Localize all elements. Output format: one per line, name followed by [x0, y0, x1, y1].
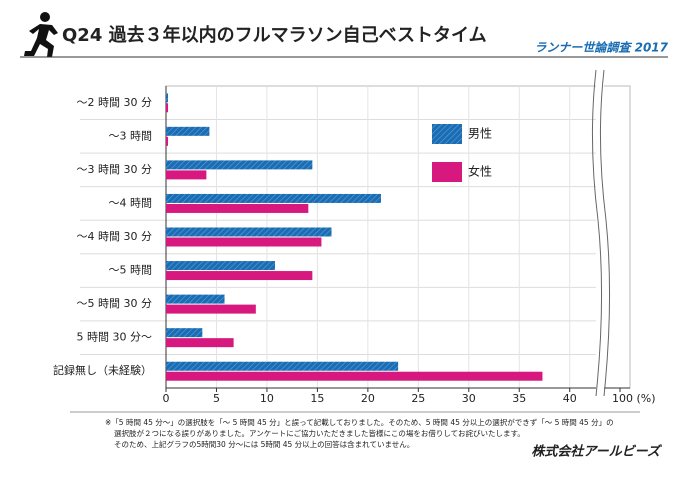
chart-title: Q24 過去３年以内のフルマラソン自己ベストタイム	[62, 24, 487, 46]
legend-swatch	[432, 162, 462, 182]
bar	[166, 203, 309, 213]
bar	[166, 371, 543, 381]
bar	[166, 261, 276, 271]
note: そのため、上記グラフの5時間30 分～には 5時間 45 分以上の回答は含まれて…	[114, 439, 414, 449]
bar	[166, 170, 207, 180]
break-line	[599, 69, 611, 397]
x-tick-label: 40	[563, 392, 577, 405]
y-tick-label: 記録無し（未経験）	[53, 363, 152, 377]
y-tick-label: ～2 時間 30 分	[77, 96, 153, 109]
legend-swatch	[432, 124, 462, 144]
legend-label: 男性	[468, 127, 492, 141]
x-tick-label: 5	[213, 392, 220, 405]
x-tick-label: 25	[411, 392, 425, 405]
note: 選択肢が２つになる誤りがありました。アンケートにご協力いただきました皆様にこの場…	[114, 428, 525, 438]
chart-subtitle: ランナー世論調査 2017	[534, 41, 668, 55]
bar	[166, 227, 332, 237]
x-tick-label: 35	[512, 392, 526, 405]
bar	[166, 136, 169, 146]
bar	[166, 103, 169, 113]
bar	[166, 126, 210, 136]
bar	[166, 193, 381, 203]
x-tick-label: 15	[310, 392, 324, 405]
bar	[166, 237, 322, 247]
bar	[166, 328, 203, 338]
runner-icon	[24, 12, 58, 57]
x-tick-label: 100 (%)	[612, 392, 656, 405]
plot-frame	[165, 85, 631, 389]
y-tick-label: ～4 時間 30 分	[77, 230, 153, 243]
break-gap	[596, 70, 604, 396]
y-tick-label: ～3 時間	[109, 129, 153, 142]
bar	[166, 294, 225, 304]
y-tick-label: ～5 時間	[109, 264, 153, 277]
bar	[166, 304, 256, 314]
bar	[166, 338, 234, 348]
x-tick-label: 30	[462, 392, 476, 405]
bar	[166, 271, 313, 281]
note: ※「5 時間 45 分～」の選択肢を「～ 5 時間 45 分」と誤って記載してお…	[105, 417, 614, 427]
x-tick-label: 10	[260, 392, 274, 405]
x-tick-label: 0	[163, 392, 170, 405]
y-tick-label: ～4 時間	[109, 196, 153, 209]
y-tick-label: ～5 時間 30 分	[77, 297, 153, 310]
legend-label: 女性	[468, 164, 492, 179]
bar	[166, 93, 169, 103]
bar	[166, 160, 313, 170]
bar	[166, 361, 399, 371]
y-tick-label: ～3 時間 30 分	[77, 163, 153, 176]
break-line	[591, 69, 603, 397]
axis-break	[591, 69, 611, 397]
x-tick-label: 20	[361, 392, 375, 405]
company: 株式会社アールビーズ	[531, 444, 663, 460]
y-tick-label: 5 時間 30 分～	[77, 331, 153, 344]
